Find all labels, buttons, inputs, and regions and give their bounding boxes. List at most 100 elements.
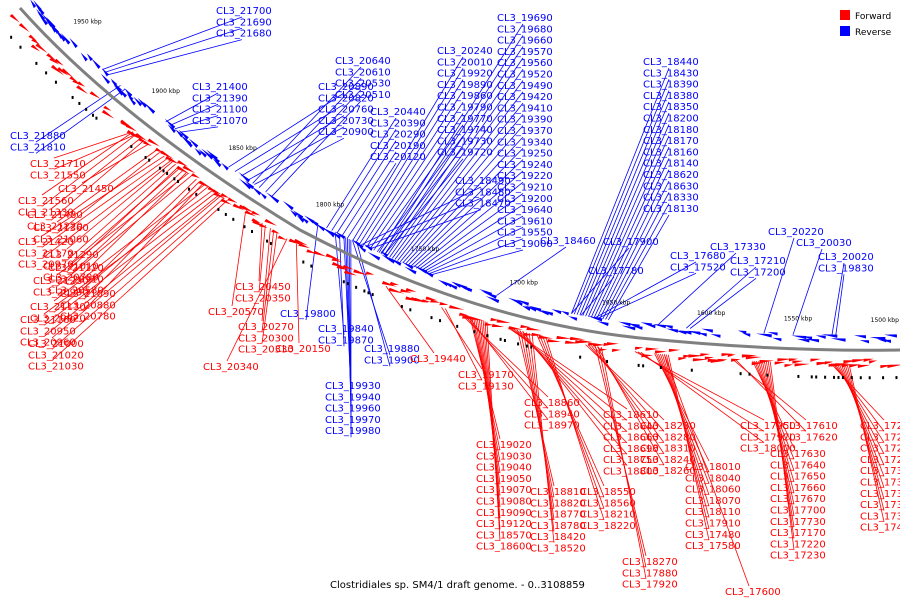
gene-label: CL3_18690 xyxy=(603,444,659,455)
gene-label: CL3_19640 xyxy=(497,205,553,216)
reverse-gene-mark xyxy=(42,13,53,27)
forward-gene-mark xyxy=(654,350,668,354)
forward-gene-mark xyxy=(159,150,174,160)
leader-line xyxy=(432,249,524,275)
leader-line xyxy=(66,161,173,250)
reverse-gene-mark xyxy=(881,339,891,343)
legend-reverse-label: Reverse xyxy=(855,28,892,38)
leader-line xyxy=(53,184,205,302)
leader-line xyxy=(228,92,345,168)
feature-tick xyxy=(269,241,272,245)
feature-tick xyxy=(797,374,800,378)
leader-line xyxy=(840,363,885,477)
forward-gene-mark xyxy=(700,353,711,357)
gene-label: CL3_18800 xyxy=(603,467,659,478)
gene-label: CL3_19860 xyxy=(437,91,493,102)
gene-label: CL3_21710 xyxy=(30,159,86,170)
leader-line xyxy=(792,248,823,335)
gene-label: CL3_18460 xyxy=(540,236,596,247)
scale-tick-label: 1800 kbp xyxy=(316,202,344,209)
gene-label: CL3_20270 xyxy=(238,322,294,333)
gene-label: CL3_21680 xyxy=(216,29,272,40)
feature-tick xyxy=(367,291,370,295)
gene-label: CL3_18660 xyxy=(603,433,659,444)
reverse-gene-mark xyxy=(536,309,550,316)
reverse-gene-mark xyxy=(516,299,529,306)
leader-line xyxy=(381,35,524,255)
gene-label: CL3_17670 xyxy=(770,494,826,505)
reverse-gene-mark xyxy=(327,231,335,238)
gene-label: CL3_17650 xyxy=(770,472,826,483)
forward-gene-mark xyxy=(448,305,465,310)
leader-line xyxy=(594,261,697,319)
gene-label: CL3_20890 xyxy=(318,82,374,93)
gene-label: CL3_20010 xyxy=(437,57,493,68)
leader-line xyxy=(662,354,710,507)
forward-gene-mark xyxy=(213,192,226,199)
leader-line xyxy=(835,274,845,336)
gene-label: CL3_19200 xyxy=(497,194,553,205)
gene-label: CL3_17210 xyxy=(730,256,786,267)
reverse-gene-mark xyxy=(437,279,449,287)
feature-tick xyxy=(517,342,520,346)
feature-tick xyxy=(10,35,13,39)
leader-line xyxy=(391,80,524,259)
leader-line xyxy=(356,242,391,367)
forward-gene-mark xyxy=(244,210,257,217)
reverse-gene-mark xyxy=(710,333,721,338)
gene-label: CL3_20330 xyxy=(238,345,294,356)
scale-tick-label: 1500 kbp xyxy=(871,317,899,324)
leader-line xyxy=(35,88,126,154)
gene-label: CL3_17300 xyxy=(860,466,900,477)
scale-tick-label: 1900 kbp xyxy=(152,88,180,95)
gene-label: CL3_17350 xyxy=(860,500,900,511)
gene-label: CL3_21070 xyxy=(192,116,248,127)
gene-label: CL3_18140 xyxy=(643,159,699,170)
forward-gene-mark xyxy=(668,348,681,353)
gene-label: CL3_17200 xyxy=(730,267,786,278)
gene-label: CL3_19570 xyxy=(497,47,553,58)
forward-gene-mark xyxy=(606,342,619,346)
feature-tick xyxy=(409,308,412,312)
reverse-gene-mark xyxy=(60,32,71,45)
gene-label: CL3_17400 xyxy=(860,523,900,534)
forward-gene-mark xyxy=(125,124,138,132)
reverse-gene-mark xyxy=(618,321,631,327)
reverse-gene-mark xyxy=(143,102,156,114)
gene-label: CL3_19790 xyxy=(437,103,493,114)
feature-tick xyxy=(486,334,489,338)
leader-line xyxy=(51,197,225,350)
gene-label: CL3_20290 xyxy=(370,130,426,141)
gene-label: CL3_18750 xyxy=(603,455,659,466)
forward-gene-mark xyxy=(388,287,405,294)
forward-gene-mark xyxy=(569,336,586,341)
forward-gene-mark xyxy=(641,354,654,358)
feature-tick xyxy=(850,376,853,380)
gene-label: CL3_19130 xyxy=(458,381,514,392)
forward-gene-mark xyxy=(792,360,804,364)
feature-tick xyxy=(810,375,813,379)
reverse-gene-mark xyxy=(451,281,462,288)
gene-label: CL3_18200 xyxy=(643,114,699,125)
leader-line xyxy=(608,214,670,321)
gene-label: CL3_18550 xyxy=(580,487,636,498)
feature-tick xyxy=(824,375,827,379)
gene-label: CL3_19660 xyxy=(497,36,553,47)
gene-label: CL3_18810 xyxy=(530,487,586,498)
leader-line xyxy=(444,308,483,381)
gene-label: CL3_18060 xyxy=(685,485,741,496)
feature-tick xyxy=(525,344,528,348)
reverse-gene-mark xyxy=(524,305,537,312)
reverse-gene-mark xyxy=(290,209,298,218)
feature-tick xyxy=(243,225,246,229)
gene-label: CL3_20790 xyxy=(43,273,99,284)
scale-tick-label: 1700 kbp xyxy=(510,280,538,287)
gene-label: CL3_19560 xyxy=(497,58,553,69)
gene-label: CL3_21810 xyxy=(10,142,66,153)
gene-label: CL3_18610 xyxy=(603,410,659,421)
reverse-gene-mark xyxy=(457,284,471,292)
leader-line xyxy=(81,143,149,184)
gene-label: CL3_18110 xyxy=(685,507,741,518)
forward-gene-mark xyxy=(365,271,375,275)
leader-line xyxy=(231,212,246,307)
